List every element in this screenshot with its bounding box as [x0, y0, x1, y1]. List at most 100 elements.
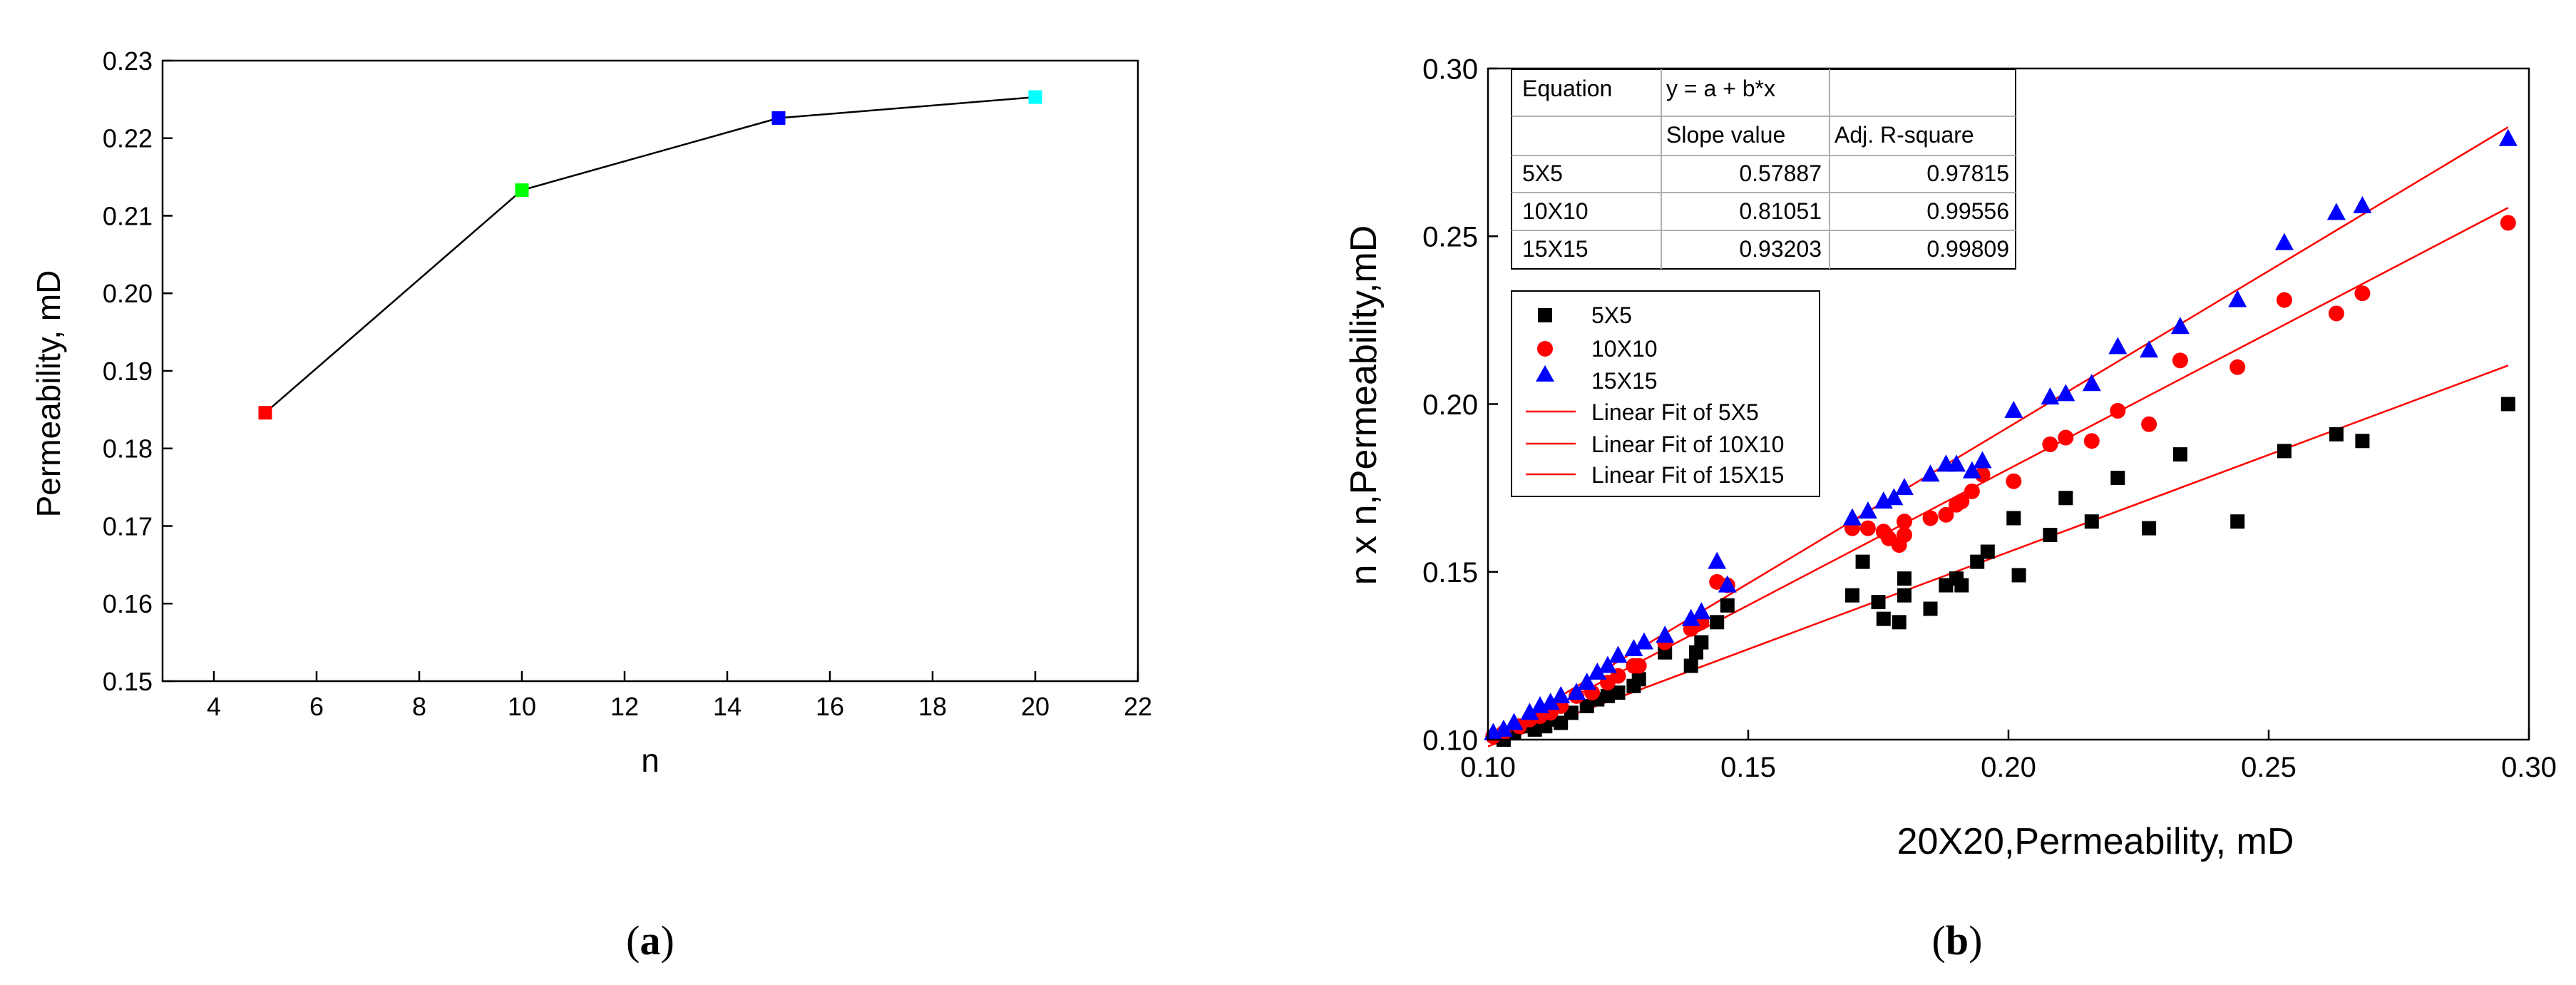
- table-row-r2: 0.99809: [1926, 236, 2009, 262]
- x-tick-label: 0.30: [2501, 752, 2557, 783]
- point-5x5: [2500, 397, 2515, 412]
- point-15x15: [2056, 384, 2075, 402]
- x-tick-label: 12: [610, 692, 639, 721]
- point-15x15: [2004, 400, 2023, 418]
- point-15x15: [1884, 488, 1904, 506]
- point-15x15: [1598, 655, 1617, 673]
- point-10x10: [2500, 215, 2516, 231]
- point-5x5: [2084, 514, 2099, 529]
- point-10x10: [2042, 436, 2058, 452]
- data-point: [771, 111, 786, 125]
- x-tick-label: 0.10: [1460, 752, 1516, 783]
- x-tick-label: 22: [1124, 692, 1152, 721]
- point-10x10: [1897, 526, 1912, 543]
- chart-a-plot-frame: [161, 59, 1139, 683]
- point-5x5: [1897, 571, 1912, 586]
- point-5x5: [2142, 521, 2157, 536]
- point-5x5: [1720, 598, 1735, 613]
- point-15x15: [1635, 632, 1653, 650]
- point-5x5: [1855, 554, 1870, 569]
- point-10x10: [2006, 473, 2022, 489]
- y-tick-label: 0.22: [103, 124, 153, 153]
- point-15x15: [1962, 461, 1981, 479]
- table-subheader-slope: Slope value: [1666, 122, 1785, 148]
- point-5x5: [1611, 685, 1626, 700]
- y-tick-label: 0.15: [1422, 557, 1478, 588]
- point-15x15: [2353, 195, 2372, 213]
- chart-b-points: [1484, 128, 2518, 747]
- point-15x15: [2140, 340, 2159, 358]
- chart-b-ticks: 0.10 0.15 0.20 0.25 0.30 0.10 0.15 0.20 0.25 0.30: [1422, 53, 2557, 783]
- panel-label-a-close: ): [661, 917, 674, 964]
- x-tick-label: 10: [508, 692, 536, 721]
- point-15x15: [1656, 626, 1675, 643]
- point-15x15: [1504, 713, 1524, 730]
- point-15x15: [1708, 551, 1727, 569]
- point-15x15: [1588, 662, 1607, 680]
- x-tick-label: 20: [1021, 692, 1050, 721]
- point-15x15: [2326, 203, 2346, 220]
- svg-text:(b): (b): [1932, 917, 1983, 964]
- point-5x5: [2230, 514, 2245, 529]
- data-point: [1028, 90, 1042, 104]
- point-15x15: [1624, 638, 1643, 656]
- point-15x15: [1520, 703, 1539, 720]
- point-10x10: [2083, 433, 2100, 449]
- table-row-slope: 0.57887: [1739, 160, 1822, 186]
- point-15x15: [2170, 317, 2190, 335]
- point-5x5: [1897, 588, 1912, 603]
- point-10x10: [2058, 429, 2074, 446]
- point-10x10: [1974, 466, 1991, 483]
- point-5x5: [1683, 658, 1698, 673]
- panel-label-a-open: (: [626, 917, 640, 964]
- legend-marker-triangle: [1536, 365, 1554, 382]
- legend-label: 15X15: [1591, 368, 1658, 394]
- point-15x15: [1541, 693, 1560, 710]
- point-15x15: [1494, 719, 1513, 737]
- point-10x10: [2172, 352, 2188, 369]
- chart-a-line: [265, 96, 1036, 414]
- point-5x5: [1631, 672, 1646, 687]
- point-5x5: [2011, 568, 2026, 583]
- chart-a: 4 6 8 10 12 14 16 18 20 22 0.15 0.16 0.17 0.18 0.19 0.2…: [30, 46, 1152, 779]
- point-15x15: [1692, 602, 1711, 620]
- x-tick-label: 0.20: [1981, 752, 2036, 783]
- point-5x5: [2172, 447, 2187, 462]
- y-tick-label: 0.10: [1422, 725, 1478, 756]
- y-tick-label: 0.17: [103, 511, 153, 541]
- legend-label: Linear Fit of 5X5: [1591, 399, 1759, 425]
- linear-fit-line: [1487, 126, 2509, 741]
- chart-b-legend: 5X5 10X10 15X15 Linear Fit of 5X5 Linear…: [1511, 290, 1820, 497]
- table-row-slope: 0.81051: [1739, 198, 1822, 224]
- point-15x15: [1681, 608, 1700, 626]
- point-15x15: [2228, 290, 2247, 307]
- table-header-equation: Equation: [1522, 76, 1612, 101]
- x-tick-label: 18: [918, 692, 947, 721]
- point-15x15: [2274, 233, 2294, 250]
- table-row-label: 10X10: [1522, 198, 1589, 224]
- svg-text:(a): (a): [626, 917, 674, 964]
- point-15x15: [1973, 451, 1992, 469]
- point-5x5: [2058, 491, 2073, 506]
- point-5x5: [2329, 427, 2344, 442]
- point-15x15: [2082, 374, 2101, 392]
- x-tick-label: 6: [309, 692, 324, 721]
- y-tick-label: 0.20: [103, 279, 153, 308]
- point-15x15: [1921, 464, 1940, 482]
- panel-label-a-letter: a: [640, 917, 661, 964]
- chart-a-y-axis-label: Permeability, mD: [30, 270, 67, 518]
- legend-marker-circle: [1537, 341, 1553, 357]
- point-5x5: [1954, 578, 1969, 593]
- chart-a-x-axis-label: n: [641, 742, 660, 779]
- point-15x15: [1551, 685, 1571, 703]
- point-5x5: [1694, 635, 1709, 650]
- y-tick-label: 0.23: [103, 46, 153, 76]
- point-5x5: [2110, 471, 2125, 486]
- legend-marker-square: [1538, 308, 1552, 322]
- chart-b-y-axis-label: n x n,Permeability,mD: [1343, 225, 1385, 586]
- y-tick-label: 0.21: [103, 201, 153, 230]
- y-tick-label: 0.15: [103, 667, 153, 696]
- point-5x5: [1876, 611, 1891, 626]
- point-5x5: [1980, 544, 1995, 559]
- table-row-slope: 0.93203: [1739, 236, 1822, 262]
